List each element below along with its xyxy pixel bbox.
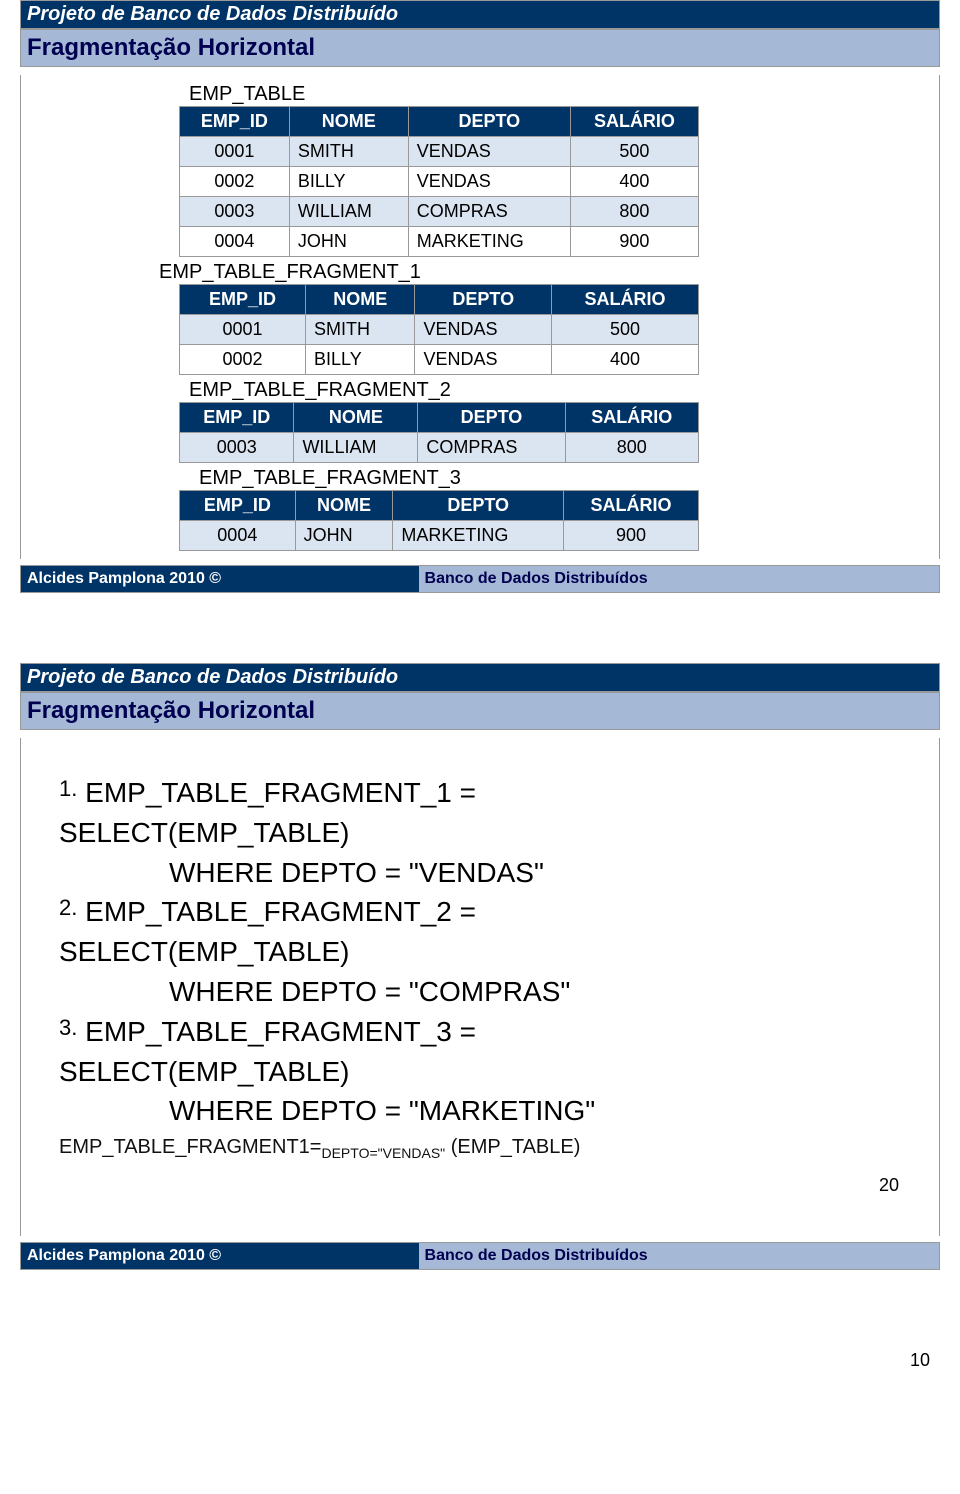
text-line: EMP_TABLE_FRAGMENT_1 = [85, 777, 476, 808]
col-header: NOME [294, 403, 418, 433]
text-line: EMP_TABLE_FRAGMENT_2 = [85, 896, 476, 927]
cell: 500 [570, 137, 698, 167]
cell: 0004 [180, 227, 290, 257]
footer-bar: Alcides Pamplona 2010 © Banco de Dados D… [20, 565, 940, 593]
list-num: 1. [59, 776, 77, 801]
footer-course: Banco de Dados Distribuídos [419, 566, 939, 592]
cell: WILLIAM [294, 433, 418, 463]
col-header: DEPTO [408, 107, 570, 137]
frag2-table: EMP_ID NOME DEPTO SALÁRIO 0003WILLIAMCOM… [179, 402, 699, 463]
col-header: NOME [306, 285, 415, 315]
slide-subtitle: Fragmentação Horizontal [20, 29, 940, 67]
table-row: 0003WILLIAMCOMPRAS800 [180, 197, 699, 227]
col-header: SALÁRIO [564, 491, 699, 521]
text-line: WHERE DEPTO = "MARKETING" [169, 1092, 901, 1130]
cell: 400 [552, 345, 699, 375]
list-num: 3. [59, 1015, 77, 1040]
table-label-emp: EMP_TABLE [189, 83, 931, 106]
table-row: 0004JOHNMARKETING900 [180, 521, 699, 551]
slide-content: 1. EMP_TABLE_FRAGMENT_1 = SELECT(EMP_TAB… [20, 738, 940, 1236]
slide-2: Projeto de Banco de Dados Distribuído Fr… [20, 663, 940, 1270]
table-label-frag3: EMP_TABLE_FRAGMENT_3 [199, 467, 931, 490]
slide-content: EMP_TABLE EMP_ID NOME DEPTO SALÁRIO 0001… [20, 75, 940, 559]
col-header: EMP_ID [180, 107, 290, 137]
text-line: SELECT(EMP_TABLE) [59, 1053, 901, 1091]
footer-course: Banco de Dados Distribuídos [419, 1243, 939, 1269]
text-line: SELECT(EMP_TABLE) [59, 814, 901, 852]
page-number: 10 [0, 1350, 930, 1371]
slide-1: Projeto de Banco de Dados Distribuído Fr… [20, 0, 940, 593]
cell: MARKETING [393, 521, 564, 551]
table-row: 0002BILLYVENDAS400 [180, 345, 699, 375]
col-header: EMP_ID [180, 491, 296, 521]
footer-author: Alcides Pamplona 2010 © [21, 566, 419, 592]
formula-pre: EMP_TABLE_FRAGMENT1= [59, 1136, 321, 1158]
col-header: SALÁRIO [552, 285, 699, 315]
col-header: NOME [295, 491, 393, 521]
col-header: DEPTO [393, 491, 564, 521]
cell: 0002 [180, 345, 306, 375]
cell: BILLY [306, 345, 415, 375]
cell: VENDAS [415, 315, 552, 345]
emp-table: EMP_ID NOME DEPTO SALÁRIO 0001SMITHVENDA… [179, 106, 699, 257]
text-line: WHERE DEPTO = "COMPRAS" [169, 973, 901, 1011]
cell: 400 [570, 167, 698, 197]
footer-bar: Alcides Pamplona 2010 © Banco de Dados D… [20, 1242, 940, 1270]
cell: WILLIAM [289, 197, 408, 227]
cell: VENDAS [415, 345, 552, 375]
cell: 900 [564, 521, 699, 551]
fragment-definitions: 1. EMP_TABLE_FRAGMENT_1 = SELECT(EMP_TAB… [29, 742, 931, 1130]
frag1-table: EMP_ID NOME DEPTO SALÁRIO 0001SMITHVENDA… [179, 284, 699, 375]
cell: COMPRAS [408, 197, 570, 227]
table-label-frag1: EMP_TABLE_FRAGMENT_1 [159, 261, 931, 284]
cell: 0004 [180, 521, 296, 551]
formula-subscript: DEPTO="VENDAS" [321, 1145, 445, 1161]
table-row: 0002BILLYVENDAS400 [180, 167, 699, 197]
cell: SMITH [289, 137, 408, 167]
cell: COMPRAS [418, 433, 565, 463]
cell: 800 [570, 197, 698, 227]
cell: VENDAS [408, 167, 570, 197]
cell: VENDAS [408, 137, 570, 167]
text-line: WHERE DEPTO = "VENDAS" [169, 854, 901, 892]
slide-title: Projeto de Banco de Dados Distribuído [20, 0, 940, 29]
col-header: SALÁRIO [570, 107, 698, 137]
slide-title: Projeto de Banco de Dados Distribuído [20, 663, 940, 692]
cell: SMITH [306, 315, 415, 345]
col-header: EMP_ID [180, 403, 294, 433]
col-header: DEPTO [415, 285, 552, 315]
list-num: 2. [59, 895, 77, 920]
slide-subtitle: Fragmentação Horizontal [20, 692, 940, 730]
cell: 800 [565, 433, 699, 463]
cell: BILLY [289, 167, 408, 197]
col-header: DEPTO [418, 403, 565, 433]
cell: JOHN [289, 227, 408, 257]
slide-number: 20 [879, 1175, 899, 1196]
cell: 0003 [180, 197, 290, 227]
cell: 0002 [180, 167, 290, 197]
cell: 0001 [180, 137, 290, 167]
table-row: 0004JOHNMARKETING900 [180, 227, 699, 257]
footer-author: Alcides Pamplona 2010 © [21, 1243, 419, 1269]
col-header: SALÁRIO [565, 403, 699, 433]
cell: 900 [570, 227, 698, 257]
col-header: EMP_ID [180, 285, 306, 315]
table-row: 0001SMITHVENDAS500 [180, 315, 699, 345]
text-line: SELECT(EMP_TABLE) [59, 933, 901, 971]
table-row: 0001SMITHVENDAS500 [180, 137, 699, 167]
frag3-table: EMP_ID NOME DEPTO SALÁRIO 0004JOHNMARKET… [179, 490, 699, 551]
table-row: 0003WILLIAMCOMPRAS800 [180, 433, 699, 463]
formula-post: (EMP_TABLE) [445, 1136, 580, 1158]
cell: 500 [552, 315, 699, 345]
table-label-frag2: EMP_TABLE_FRAGMENT_2 [189, 379, 931, 402]
cell: 0001 [180, 315, 306, 345]
cell: 0003 [180, 433, 294, 463]
cell: MARKETING [408, 227, 570, 257]
sigma-formula: EMP_TABLE_FRAGMENT1=DEPTO="VENDAS" (EMP_… [59, 1136, 931, 1161]
text-line: EMP_TABLE_FRAGMENT_3 = [85, 1016, 476, 1047]
col-header: NOME [289, 107, 408, 137]
cell: JOHN [295, 521, 393, 551]
